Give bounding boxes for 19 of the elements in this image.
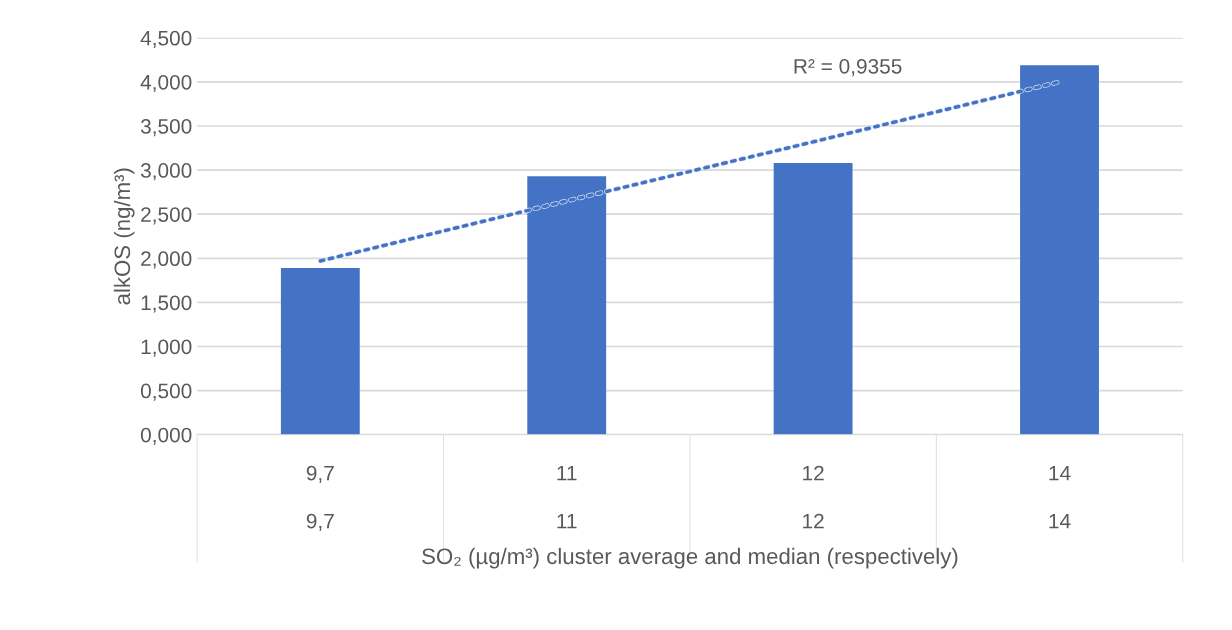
y-tick-label: 4,000: [140, 74, 192, 93]
bar: [280, 268, 360, 435]
category-label: 9,7 9,7: [306, 465, 334, 531]
x-axis-title: SO₂ (µg/m³) cluster average and median (respectively): [422, 547, 958, 569]
annotation: R² = 0,9355: [794, 58, 902, 77]
y-tick-label: 2,500: [141, 207, 192, 225]
y-tick-label: 3,500: [140, 119, 192, 137]
y-tick-label: 2,000: [141, 251, 192, 269]
bar: [773, 163, 853, 435]
y-axis-title: alkOS (ng/m³): [113, 168, 135, 305]
y-tick-label: 0,000: [140, 427, 192, 445]
category-label: 14 14: [1049, 466, 1071, 529]
category-label: 11 11: [557, 466, 577, 529]
y-tick-label: 1,500: [141, 295, 192, 313]
category-label: 12 12: [803, 465, 824, 529]
y-tick-label: 1,000: [141, 339, 192, 357]
y-tick-label: 0,500: [140, 383, 192, 401]
y-tick-label: 4,500: [140, 30, 192, 49]
y-tick-label: 3,000: [140, 163, 192, 181]
